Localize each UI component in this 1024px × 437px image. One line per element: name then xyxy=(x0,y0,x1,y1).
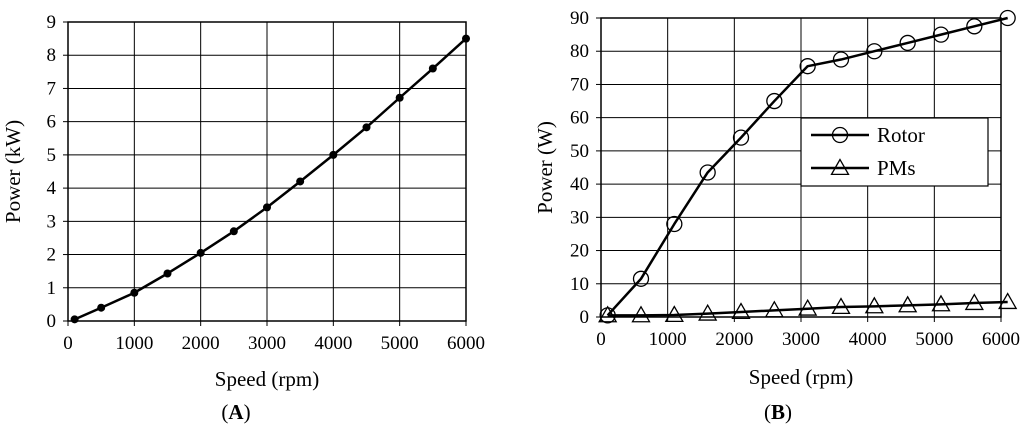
y-tick-label: 3 xyxy=(47,211,57,232)
data-point xyxy=(632,270,650,287)
x-tick-label: 2000 xyxy=(715,329,753,350)
legend-item-rotor: Rotor xyxy=(811,123,925,147)
x-tick-label: 2000 xyxy=(182,333,220,354)
legend-marker xyxy=(830,158,850,176)
data-point xyxy=(999,9,1016,27)
data-point xyxy=(362,123,371,132)
y-axis-title: Power (W) xyxy=(533,121,557,214)
y-tick-label: 0 xyxy=(47,311,57,332)
data-point xyxy=(831,297,851,315)
x-tick-label: 4000 xyxy=(849,329,887,350)
data-point xyxy=(898,295,918,313)
panel-label: (A) xyxy=(221,400,250,424)
data-point xyxy=(731,302,751,320)
data-point xyxy=(97,303,106,312)
series-pms xyxy=(598,292,1018,323)
series-line xyxy=(607,300,1008,317)
x-axis-title: Speed (rpm) xyxy=(215,367,319,391)
data-point xyxy=(163,269,172,278)
data-point xyxy=(766,92,783,110)
data-point xyxy=(70,315,79,324)
data-point xyxy=(732,129,750,146)
data-point xyxy=(864,296,884,314)
x-tick-label: 1000 xyxy=(115,333,153,354)
y-tick-label: 9 xyxy=(47,12,57,33)
data-point xyxy=(664,305,684,323)
y-tick-label: 5 xyxy=(47,145,57,166)
y-tick-label: 20 xyxy=(570,241,589,262)
y-tick-label: 50 xyxy=(570,141,589,162)
y-tick-label: 10 xyxy=(570,274,589,295)
data-point xyxy=(196,248,205,257)
data-point xyxy=(899,34,916,52)
series-0 xyxy=(70,34,470,324)
chart-panel-B: 0 1000 2000 3000 4000 5000 6000 0 10 20 30 40 50 60 70… xyxy=(533,8,1020,424)
data-point xyxy=(598,305,618,323)
y-tick-label: 80 xyxy=(570,41,589,62)
data-point xyxy=(932,26,950,43)
data-point xyxy=(296,177,305,186)
data-point xyxy=(832,51,850,68)
x-tick-label: 5000 xyxy=(381,333,419,354)
data-point xyxy=(866,43,883,60)
data-point xyxy=(964,293,984,311)
data-point xyxy=(229,227,238,236)
y-tick-label: 90 xyxy=(570,8,589,29)
y-tick-label: 2 xyxy=(47,245,57,266)
x-tick-label: 0 xyxy=(63,333,73,354)
data-point xyxy=(966,18,983,35)
y-tick-label: 6 xyxy=(47,112,57,133)
x-tick-label: 3000 xyxy=(248,333,286,354)
data-point xyxy=(130,288,139,297)
legend-item-pms: PMs xyxy=(811,156,916,180)
y-tick-label: 7 xyxy=(47,78,57,99)
y-tick-label: 70 xyxy=(570,74,589,95)
x-tick-label: 0 xyxy=(596,329,606,350)
series-line xyxy=(606,16,1008,317)
data-point xyxy=(798,298,818,316)
legend-label: PMs xyxy=(877,156,916,180)
x-tick-label: 4000 xyxy=(314,333,352,354)
data-point xyxy=(698,303,718,321)
data-point xyxy=(462,34,470,43)
y-axis-title: Power (kW) xyxy=(1,120,25,223)
data-point xyxy=(764,300,784,318)
data-point xyxy=(428,64,437,73)
y-tick-label: 60 xyxy=(570,108,589,129)
data-point xyxy=(998,292,1018,310)
data-point xyxy=(631,305,651,323)
series-rotor xyxy=(599,9,1016,324)
y-tick-label: 1 xyxy=(47,278,57,299)
legend-marker xyxy=(831,126,849,144)
data-point xyxy=(263,203,271,212)
data-point xyxy=(329,150,338,159)
data-point xyxy=(395,93,404,102)
chart-panel-A: 0 1000 2000 3000 4000 5000 6000 0 1 2 3 4 5 6 7 8 9 Speed… xyxy=(1,12,485,424)
data-point xyxy=(699,164,716,181)
x-axis-title: Speed (rpm) xyxy=(749,365,853,389)
x-tick-label: 5000 xyxy=(915,329,953,350)
x-tick-label: 1000 xyxy=(649,329,687,350)
data-point xyxy=(931,294,951,312)
panel-label: (B) xyxy=(764,400,792,424)
legend: Rotor PMs xyxy=(800,117,989,187)
data-point xyxy=(666,215,683,233)
y-tick-label: 0 xyxy=(580,307,590,328)
x-tick-label: 3000 xyxy=(782,329,820,350)
data-point xyxy=(799,58,816,75)
x-tick-label: 6000 xyxy=(982,329,1020,350)
y-tick-label: 40 xyxy=(570,174,589,195)
y-tick-label: 4 xyxy=(47,178,57,199)
y-tick-label: 8 xyxy=(47,45,57,66)
legend-label: Rotor xyxy=(877,123,925,147)
x-tick-label: 6000 xyxy=(447,333,485,354)
y-tick-label: 30 xyxy=(570,207,589,228)
